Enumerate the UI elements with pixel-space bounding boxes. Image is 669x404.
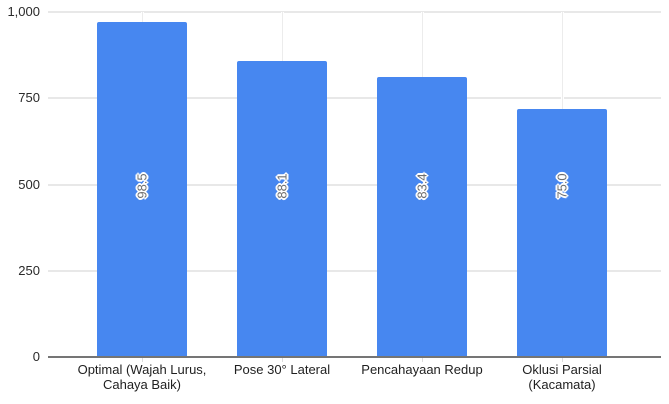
gridline [48, 97, 661, 100]
x-axis-tick [422, 357, 423, 362]
y-axis-tick-label: 1,000 [7, 4, 40, 19]
bar-value-label: 88.1 [274, 173, 290, 199]
y-axis-tick-label: 750 [18, 90, 40, 106]
y-axis-tick-label: 0 [32, 349, 40, 364]
y-axis-tick-label: 250 [18, 262, 40, 278]
bar [377, 77, 467, 357]
x-axis-tick [142, 357, 143, 362]
x-axis-tick [282, 357, 283, 362]
bar-value-label: 83.4 [414, 173, 430, 199]
y-axis-tick-label: 500 [18, 176, 40, 192]
gridline [48, 269, 661, 272]
bar-value-label: 75.0 [554, 173, 570, 199]
bar [97, 21, 187, 357]
bar-value-label: 98.5 [134, 173, 150, 199]
x-axis-category-label: Optimal (Wajah Lurus, Cahaya Baik) [77, 362, 207, 392]
gridline [48, 183, 661, 186]
x-axis-category-label: Pencahayaan Redup [361, 362, 483, 377]
x-axis-category-label: Pose 30° Lateral [233, 362, 331, 377]
bar [517, 109, 607, 357]
x-axis-category-label: Oklusi Parsial (Kacamata) [522, 362, 602, 392]
x-axis-tick [562, 357, 563, 362]
x-axis-baseline [48, 356, 661, 358]
gridline [48, 11, 661, 13]
bar [237, 61, 327, 357]
